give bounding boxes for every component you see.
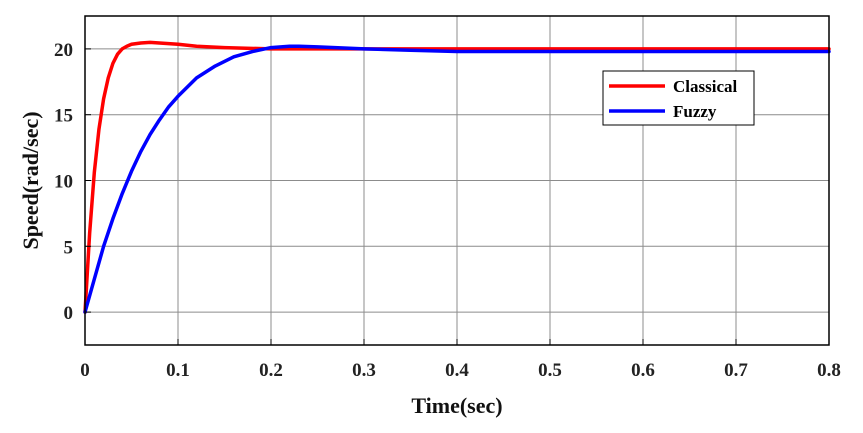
- y-tick-label: 0: [64, 303, 74, 324]
- x-tick-label: 0.7: [724, 360, 748, 381]
- y-axis-ticks: 0 5 10 15 20: [54, 40, 91, 324]
- x-tick-label: 0.2: [259, 360, 283, 381]
- x-tick-label: 0: [80, 360, 90, 381]
- y-tick-label: 20: [54, 40, 73, 61]
- x-tick-label: 0.1: [166, 360, 190, 381]
- x-tick-label: 0.5: [538, 360, 562, 381]
- legend-box: [602, 70, 755, 126]
- x-tick-label: 0.6: [631, 360, 655, 381]
- x-axis-title: Time(sec): [411, 393, 502, 418]
- y-tick-label: 15: [54, 106, 73, 127]
- legend: Classical Fuzzy: [602, 70, 755, 126]
- y-tick-label: 10: [54, 172, 73, 193]
- series-line-fuzzy: [83, 44, 831, 314]
- series-lines: [83, 40, 831, 314]
- y-tick-label: 5: [64, 237, 74, 258]
- legend-label-fuzzy: Fuzzy: [673, 102, 717, 121]
- series-line-classical: [83, 40, 831, 314]
- x-axis-ticks: 0 0.1 0.2 0.3 0.4 0.5 0.6 0.7 0.8: [80, 339, 841, 381]
- x-tick-label: 0.8: [817, 360, 841, 381]
- x-tick-label: 0.3: [352, 360, 376, 381]
- x-tick-label: 0.4: [445, 360, 469, 381]
- grid-lines: [84, 16, 830, 345]
- legend-label-classical: Classical: [673, 77, 738, 96]
- y-axis-title: Speed(rad/sec): [18, 111, 43, 249]
